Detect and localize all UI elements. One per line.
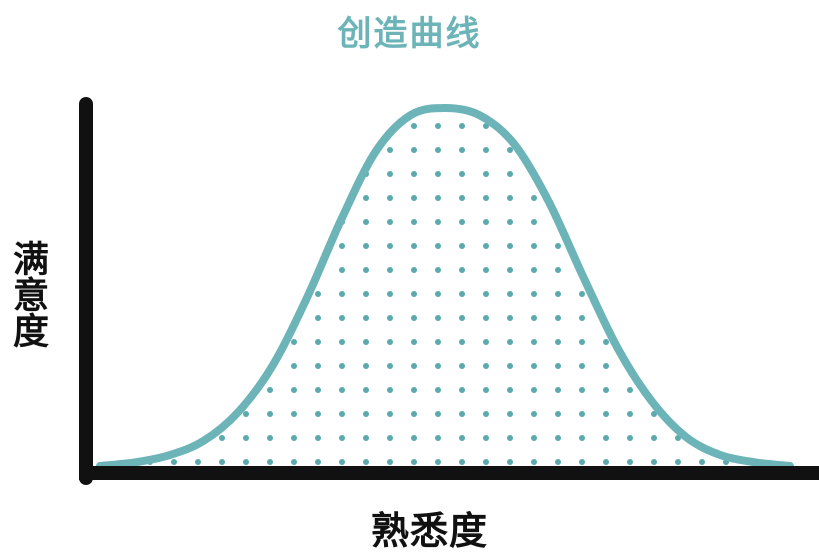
y-axis-label: 满意度 (7, 240, 48, 348)
x-axis-label: 熟悉度 (370, 509, 488, 553)
area-fill (100, 108, 790, 466)
series-line (96, 104, 794, 470)
chart-title: 创造曲线 (337, 14, 482, 54)
dotted-area-pattern (100, 108, 790, 466)
